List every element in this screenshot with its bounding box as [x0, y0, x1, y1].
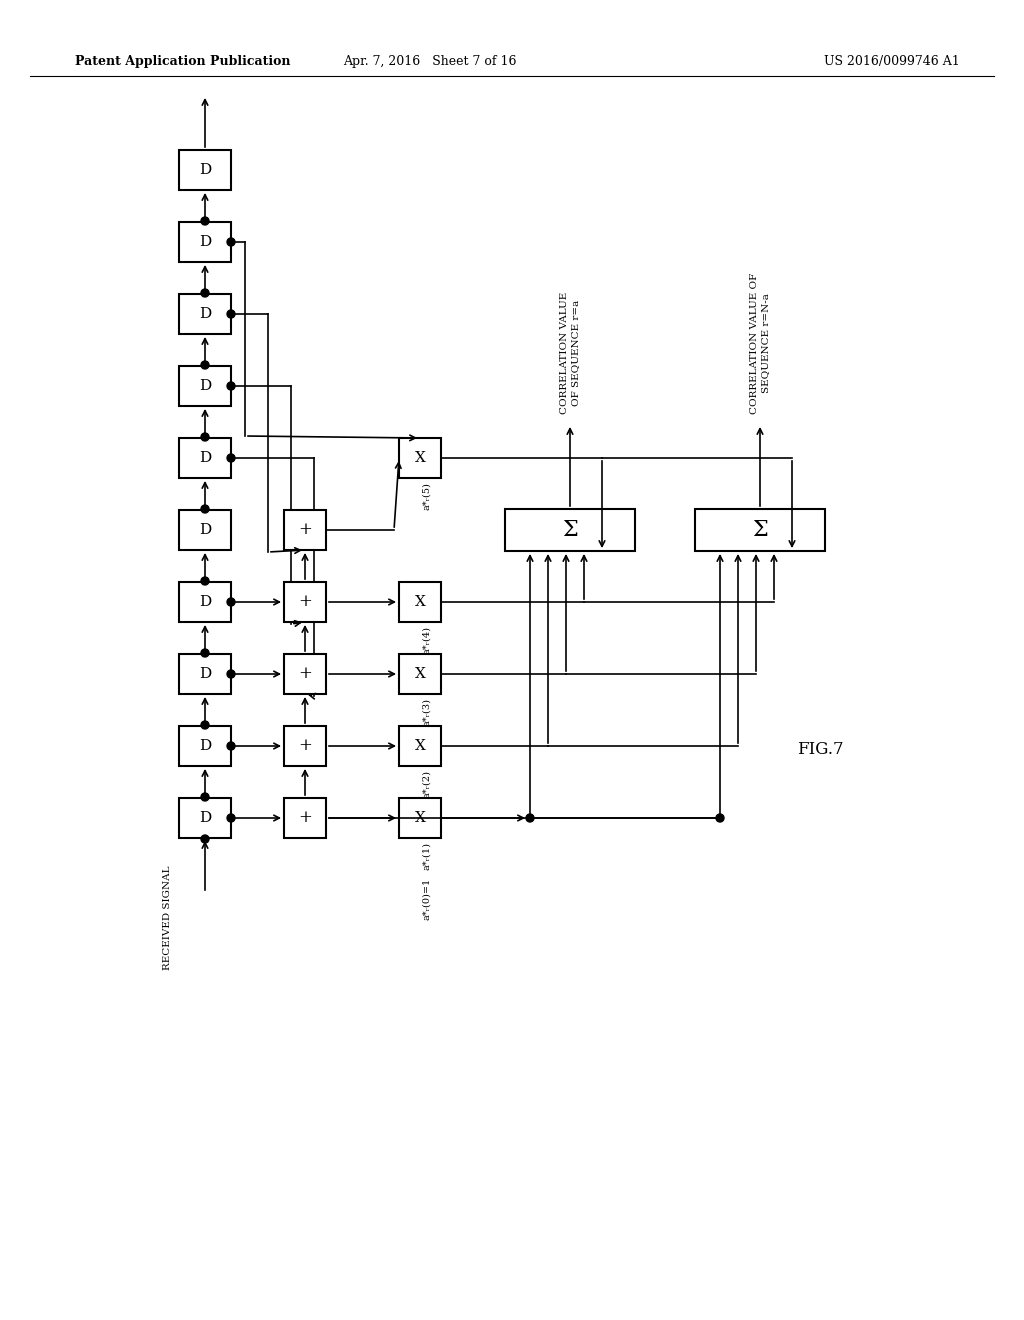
Text: D: D: [199, 162, 211, 177]
Circle shape: [201, 289, 209, 297]
Bar: [179, 438, 231, 478]
Text: Σ: Σ: [752, 519, 768, 541]
Bar: [284, 653, 326, 694]
Text: X: X: [415, 810, 425, 825]
Bar: [695, 510, 825, 550]
Text: D: D: [199, 308, 211, 321]
Bar: [179, 366, 231, 407]
Text: +: +: [298, 521, 312, 539]
Circle shape: [201, 216, 209, 224]
Circle shape: [227, 742, 234, 750]
Text: +: +: [298, 809, 312, 826]
Circle shape: [227, 671, 234, 678]
Text: D: D: [199, 235, 211, 249]
Bar: [399, 582, 441, 622]
Text: D: D: [199, 595, 211, 609]
Text: D: D: [199, 451, 211, 465]
Circle shape: [201, 793, 209, 801]
Text: +: +: [298, 738, 312, 755]
Circle shape: [526, 814, 534, 822]
Text: CORRELATION VALUE
OF SEQUENCE r=a: CORRELATION VALUE OF SEQUENCE r=a: [560, 292, 580, 414]
Bar: [179, 222, 231, 261]
Bar: [179, 799, 231, 838]
Circle shape: [201, 649, 209, 657]
Text: D: D: [199, 739, 211, 752]
Circle shape: [227, 238, 234, 246]
Bar: [399, 438, 441, 478]
Text: a*ᵣ(0)=1: a*ᵣ(0)=1: [422, 878, 431, 920]
Text: +: +: [298, 665, 312, 682]
Bar: [399, 726, 441, 766]
Bar: [179, 653, 231, 694]
Circle shape: [201, 577, 209, 585]
Text: a*ᵣ(2): a*ᵣ(2): [422, 770, 431, 799]
Text: +: +: [298, 594, 312, 610]
Bar: [505, 510, 635, 550]
Circle shape: [201, 721, 209, 729]
Circle shape: [227, 814, 234, 822]
Text: a*ᵣ(5): a*ᵣ(5): [422, 482, 431, 510]
Text: RECEIVED SIGNAL: RECEIVED SIGNAL: [163, 866, 171, 970]
Bar: [179, 582, 231, 622]
Text: a*ᵣ(1): a*ᵣ(1): [422, 842, 431, 870]
Text: D: D: [199, 667, 211, 681]
Bar: [179, 726, 231, 766]
Text: X: X: [415, 739, 425, 752]
Circle shape: [227, 454, 234, 462]
Circle shape: [201, 433, 209, 441]
Circle shape: [201, 360, 209, 370]
Circle shape: [716, 814, 724, 822]
Text: a*ᵣ(3): a*ᵣ(3): [422, 698, 431, 726]
Circle shape: [201, 836, 209, 843]
Text: FIG.7: FIG.7: [797, 742, 844, 759]
Bar: [284, 510, 326, 550]
Bar: [284, 582, 326, 622]
Text: a*ᵣ(4): a*ᵣ(4): [422, 626, 431, 653]
Bar: [399, 653, 441, 694]
Circle shape: [201, 506, 209, 513]
Text: X: X: [415, 667, 425, 681]
Text: D: D: [199, 379, 211, 393]
Bar: [399, 799, 441, 838]
Circle shape: [227, 598, 234, 606]
Circle shape: [227, 310, 234, 318]
Text: D: D: [199, 523, 211, 537]
Text: X: X: [415, 451, 425, 465]
Circle shape: [227, 381, 234, 389]
Bar: [284, 799, 326, 838]
Text: US 2016/0099746 A1: US 2016/0099746 A1: [824, 55, 961, 69]
Bar: [179, 294, 231, 334]
Text: D: D: [199, 810, 211, 825]
Bar: [284, 726, 326, 766]
Text: Patent Application Publication: Patent Application Publication: [75, 55, 291, 69]
Text: Σ: Σ: [562, 519, 578, 541]
Text: X: X: [415, 595, 425, 609]
Text: CORRELATION VALUE OF
SEQUENCE r=N-a: CORRELATION VALUE OF SEQUENCE r=N-a: [750, 273, 770, 414]
Bar: [179, 510, 231, 550]
Text: Apr. 7, 2016   Sheet 7 of 16: Apr. 7, 2016 Sheet 7 of 16: [343, 55, 517, 69]
Bar: [179, 150, 231, 190]
